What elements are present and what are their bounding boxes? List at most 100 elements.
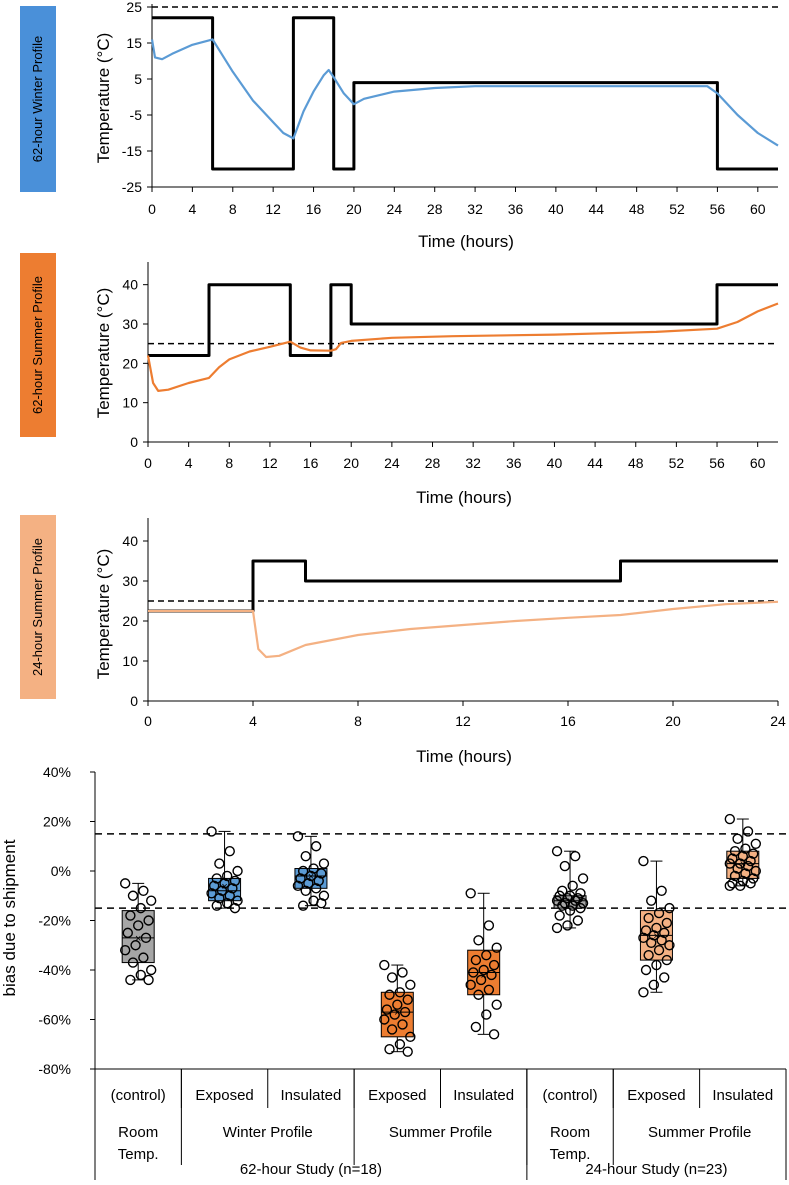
- box-data-point: [397, 967, 408, 978]
- winter-xtick-label: 28: [427, 201, 443, 217]
- bias-boxplot-svg: bias due to shipment 40% 20% 0% -20% -40% -60…: [0, 764, 787, 1180]
- box-data-point: [127, 890, 139, 901]
- boxplot-box-group: ×: [724, 813, 762, 892]
- summer-62h-xtick-label: 28: [425, 455, 441, 471]
- box-data-point: [575, 888, 586, 899]
- winter-xtick-label: 4: [188, 201, 196, 217]
- box-data-point: [470, 954, 482, 966]
- winter-xtick-label: 52: [669, 201, 685, 217]
- box-data-point: [727, 853, 738, 864]
- boxplot-category-label: Insulated: [453, 1087, 514, 1104]
- winter-ytick-label: -25: [122, 179, 142, 195]
- box-mean-marker: ×: [308, 871, 314, 883]
- summer-24h-ylabel: Temperature (°C): [94, 549, 113, 680]
- box-data-point: [737, 850, 749, 862]
- box-data-point: [551, 922, 563, 934]
- winter-xtick-label: 36: [508, 201, 524, 217]
- summer-62h-xtick-label: 0: [144, 455, 152, 471]
- summer-62h-xlabel: Time (hours): [416, 488, 512, 507]
- winter-xtick-label: 40: [548, 201, 564, 217]
- box-data-point: [638, 987, 649, 998]
- box-data-point: [465, 979, 476, 991]
- box-data-point: [379, 1014, 390, 1025]
- summer-62h-ytick-label: 10: [122, 395, 138, 411]
- winter-ytick-label: -5: [130, 107, 143, 123]
- box-data-point: [659, 972, 670, 983]
- summer-24h-xtick-label: 8: [354, 713, 362, 729]
- box-data-point: [646, 937, 657, 948]
- summer-24h-ytick-label: 30: [122, 573, 138, 589]
- boxplot-box-group: ×: [292, 831, 330, 911]
- box-data-point: [470, 1021, 482, 1033]
- box-data-point: [295, 873, 306, 884]
- box-data-point: [551, 845, 563, 857]
- box-data-point: [305, 870, 317, 882]
- boxplot-category-label: (control): [111, 1087, 166, 1104]
- box-data-point: [478, 964, 489, 976]
- box-data-point: [394, 987, 406, 998]
- boxplot-group-label: Summer Profile: [389, 1124, 492, 1141]
- boxplot-box-group: ×: [551, 845, 589, 934]
- boxplot-category-label: Insulated: [712, 1087, 773, 1104]
- summer-24h-xtick-label: 16: [560, 713, 576, 729]
- box-data-point: [664, 940, 675, 951]
- boxplot-ytick-label: 20%: [43, 814, 71, 830]
- box-data-point: [224, 845, 235, 857]
- box-data-point: [310, 841, 322, 852]
- box-mean-marker: ×: [653, 930, 659, 942]
- winter-xtick-label: 56: [710, 201, 726, 217]
- box-data-point: [656, 935, 667, 946]
- box-data-point: [577, 897, 589, 909]
- box-data-point: [232, 895, 243, 906]
- winter-side-label-box: [20, 6, 56, 192]
- boxplot-category-label: (control): [543, 1087, 598, 1104]
- boxplot-box-group: ×: [638, 855, 675, 998]
- box-data-point: [219, 878, 230, 889]
- summer-24h-chart: 24-hour Summer Profile Temperature (°C) …: [0, 508, 789, 768]
- box-data-point: [300, 885, 311, 897]
- boxplot-box-group: ×: [119, 878, 157, 986]
- box-data-point: [664, 902, 675, 914]
- box-data-point: [638, 932, 649, 944]
- boxplot-group-label-line2: Temp.: [118, 1146, 159, 1163]
- boxplot-ytick-label: -40%: [38, 962, 71, 978]
- box-data-point: [481, 1009, 492, 1020]
- boxplot-group-label-line2: Temp.: [550, 1146, 591, 1163]
- boxplot-category-label: Insulated: [280, 1087, 341, 1104]
- boxplot-axes: 40% 20% 0% -20% -40% -60% -80%: [38, 764, 786, 1180]
- summer-24h-side-label: 24-hour Summer Profile: [30, 538, 45, 676]
- box-data-point: [297, 865, 309, 877]
- winter-profile-svg: 62-hour Winter Profile Temperature (°C) …: [20, 0, 779, 251]
- box-data-point: [119, 944, 131, 956]
- winter-xtick-label: 20: [346, 201, 362, 217]
- box-data-point: [397, 1019, 408, 1030]
- summer-62h-ytick-label: 20: [122, 355, 138, 371]
- bias-boxplot-chart: bias due to shipment 40% 20% 0% -20% -40% -60…: [0, 760, 789, 1180]
- box-data-point: [651, 959, 662, 971]
- summer-24h-xtick-label: 24: [770, 713, 786, 729]
- winter-ylabel: Temperature (°C): [94, 33, 113, 164]
- box-data-point: [127, 957, 139, 968]
- boxplot-group-label: Summer Profile: [648, 1124, 751, 1141]
- winter-set-temperature-line: [152, 16, 778, 171]
- boxplot-group-label-line1: Room: [550, 1124, 590, 1141]
- summer-62h-ylabel: Temperature (°C): [94, 288, 113, 419]
- box-data-point: [745, 878, 756, 889]
- box-data-point: [140, 932, 152, 944]
- winter-xtick-label: 24: [387, 201, 403, 217]
- box-data-point: [214, 858, 225, 869]
- box-data-point: [732, 863, 743, 874]
- box-data-point: [562, 920, 573, 931]
- box-data-point: [229, 875, 241, 887]
- box-data-point: [554, 910, 565, 921]
- box-data-point: [318, 858, 330, 869]
- box-data-point: [577, 873, 589, 884]
- box-data-point: [379, 959, 390, 971]
- box-data-point: [732, 833, 743, 845]
- box-data-point: [221, 870, 233, 882]
- box-data-point: [399, 1006, 411, 1018]
- summer-62h-chart: 62-hour Summer Profile Temperature (°C) …: [0, 250, 789, 512]
- summer-62h-ytick-label: 30: [122, 316, 138, 332]
- boxplot-boxes: × × × × × × × ×: [119, 813, 762, 1057]
